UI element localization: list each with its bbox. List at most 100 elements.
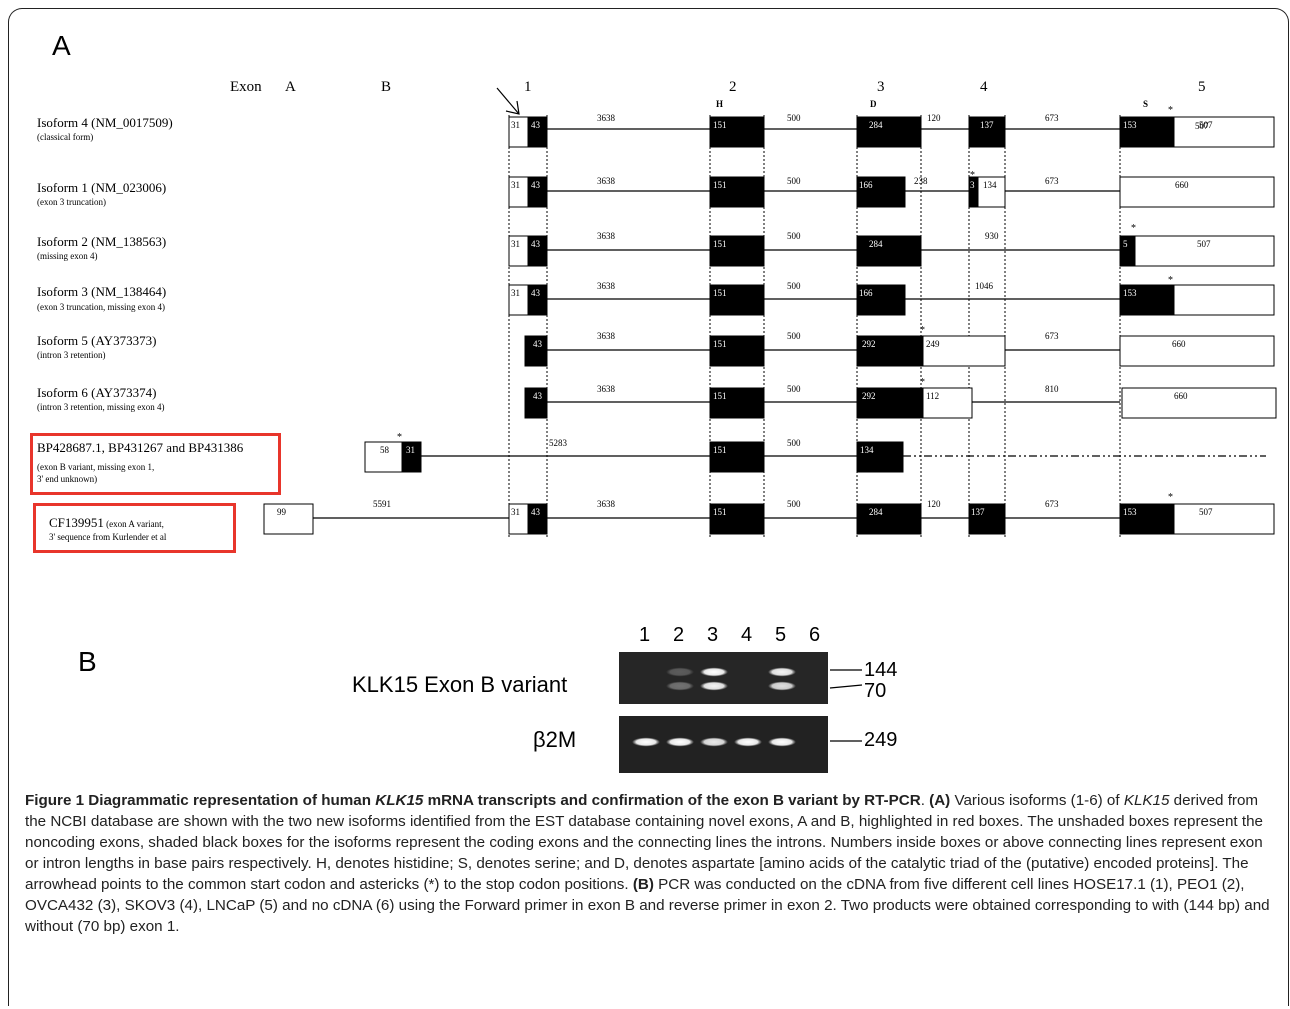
exon-box xyxy=(709,335,765,367)
exon-length-label: 284 xyxy=(869,120,883,130)
figure-frame xyxy=(8,8,1289,1006)
exon-box xyxy=(709,441,765,473)
residue-h-label: H xyxy=(716,99,723,109)
caption-a-text-2: derived from the NCBI database are shown… xyxy=(25,792,1263,893)
isoform-5-name: Isoform 5 (AY373373) xyxy=(37,333,157,348)
exon-length-label: 58 xyxy=(380,445,390,455)
size-label-249: 249 xyxy=(864,729,898,751)
transcript-diagram: H D S 31 43 151 284 137 153 507 3638 500 120 673 507 * 3… xyxy=(263,87,1277,538)
isoform-exon-b-note: (exon B variant, missing exon 1, xyxy=(37,462,155,472)
exon-box xyxy=(524,335,548,367)
figure-caption: Figure 1 Diagrammatic representation of … xyxy=(25,790,1273,937)
size-label-70: 70 xyxy=(864,680,887,702)
isoform-1-note: (exon 3 truncation) xyxy=(37,197,106,207)
exon-box xyxy=(1119,176,1275,208)
exon-length-label: 137 xyxy=(980,120,994,130)
length-label: 3638 xyxy=(597,499,616,509)
isoform-exon-b-note2: 3' end unknown) xyxy=(37,474,98,484)
exon-length-label: 3 xyxy=(970,180,975,190)
length-label: 810 xyxy=(1045,384,1059,394)
exon-length-label: 31 xyxy=(511,120,520,130)
exon-header-5: 5 xyxy=(1198,79,1206,95)
panel-b-label: B xyxy=(78,646,97,677)
exon-box xyxy=(709,235,765,267)
exon-length-label: 507 xyxy=(1199,507,1213,517)
exon-box xyxy=(709,503,765,535)
exon-box xyxy=(1119,503,1175,535)
exon-box xyxy=(856,441,904,473)
length-label: 120 xyxy=(927,499,941,509)
exon-box xyxy=(709,116,765,148)
caption-b-label: (B) xyxy=(632,876,654,893)
length-label: 500 xyxy=(787,384,801,394)
exon-header-3: 3 xyxy=(877,79,885,95)
exon-length-label: 43 xyxy=(533,339,543,349)
exon-length-label: 151 xyxy=(713,239,727,249)
length-label: 1046 xyxy=(975,281,994,291)
exon-box xyxy=(1121,387,1277,419)
exon-length-label: 43 xyxy=(531,180,541,190)
exon-length-label: 31 xyxy=(406,445,415,455)
exon-header-a: A xyxy=(285,79,296,95)
exon-length-label: 507 xyxy=(1199,120,1213,130)
exon-length-label: 507 xyxy=(1197,239,1211,249)
length-label: 120 xyxy=(927,113,941,123)
length-label: 3638 xyxy=(597,176,616,186)
length-label: 507 xyxy=(1195,121,1209,131)
size-label-144: 144 xyxy=(864,659,898,681)
exon-header-4: 4 xyxy=(980,79,988,95)
exon-length-label: 249 xyxy=(926,339,940,349)
length-label: 673 xyxy=(1045,113,1059,123)
exon-box xyxy=(709,387,765,419)
exon-length-label: 151 xyxy=(713,180,727,190)
exon-length-label: 134 xyxy=(983,180,997,190)
exon-length-label: 153 xyxy=(1123,120,1137,130)
exon-length-label: 151 xyxy=(713,445,727,455)
exon-box xyxy=(968,116,1006,148)
lane-number-3: 3 xyxy=(707,624,719,646)
length-label: 3638 xyxy=(597,331,616,341)
exon-box xyxy=(527,284,548,316)
length-label: 930 xyxy=(985,231,999,241)
exon-length-label: 31 xyxy=(511,180,520,190)
lane-number-5: 5 xyxy=(775,624,787,646)
length-label: 500 xyxy=(787,113,801,123)
length-label: 500 xyxy=(787,499,801,509)
exon-length-label: 660 xyxy=(1174,391,1188,401)
isoform-6-note: (intron 3 retention, missing exon 4) xyxy=(37,402,165,412)
stop-codon-asterisk: * xyxy=(1168,492,1173,503)
exon-box xyxy=(1134,235,1275,267)
stop-codon-asterisk: * xyxy=(920,377,925,388)
exon-length-label: 43 xyxy=(531,120,541,130)
exon-box xyxy=(709,176,765,208)
exon-length-label: 31 xyxy=(511,239,520,249)
length-label: 3638 xyxy=(597,113,616,123)
isoform-exon-a-suffix: (exon A variant, xyxy=(103,519,164,529)
residue-d-label: D xyxy=(870,99,877,109)
exon-box xyxy=(922,387,973,419)
length-label: 500 xyxy=(787,281,801,291)
exon-length-label: 31 xyxy=(511,288,520,298)
isoform-exon-a-note: 3' sequence from Kurlender et al xyxy=(49,532,167,542)
isoform-2-name: Isoform 2 (NM_138563) xyxy=(37,234,167,249)
exon-length-label: 292 xyxy=(862,391,876,401)
stop-codon-asterisk: * xyxy=(1168,105,1173,116)
exon-length-label: 151 xyxy=(713,120,727,130)
isoform-exon-a-name-line: CF139951 (exon A variant, xyxy=(49,514,164,532)
residue-s-label: S xyxy=(1143,99,1148,109)
exon-length-label: 43 xyxy=(531,288,541,298)
isoform-exon-a-name: CF139951 xyxy=(49,515,104,530)
exon-box xyxy=(977,176,1006,208)
exon-box xyxy=(709,284,765,316)
caption-title-b: mRNA transcripts and confirmation of the… xyxy=(423,792,921,809)
exon-box xyxy=(527,176,548,208)
exon-length-label: 151 xyxy=(713,288,727,298)
red-highlight-box-exon-b xyxy=(30,433,281,495)
stop-codon-asterisk: * xyxy=(397,432,402,443)
caption-title-a: Diagrammatic representation of human xyxy=(84,792,376,809)
exon-length-label: 151 xyxy=(713,507,727,517)
isoform-2-note: (missing exon 4) xyxy=(37,251,98,261)
exon-length-label: 112 xyxy=(926,391,939,401)
exon-length-label: 153 xyxy=(1123,507,1137,517)
caption-title-end: . xyxy=(920,792,930,809)
